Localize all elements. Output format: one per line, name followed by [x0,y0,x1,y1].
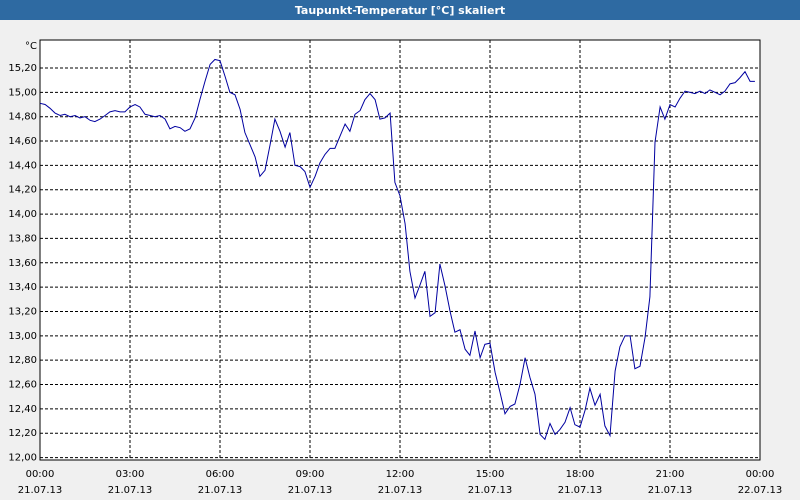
x-tick-date: 21.07.13 [198,485,243,496]
y-tick-label: 14,40 [8,160,37,171]
x-tick-date: 21.07.13 [468,485,513,496]
title-bar [0,0,800,20]
x-tick-date: 21.07.13 [648,485,693,496]
y-tick-label: 14,60 [8,136,37,147]
y-tick-label: 13,40 [8,282,37,293]
y-tick-label: 12,60 [8,380,37,391]
x-tick-date: 21.07.13 [288,485,333,496]
x-tick-date: 22.07.13 [738,485,783,496]
y-tick-label: 14,20 [8,185,37,196]
data-line [39,58,755,441]
y-tick-label: 13,80 [8,233,37,244]
y-tick-label: 12,80 [8,355,37,366]
x-tick-date: 21.07.13 [378,485,423,496]
x-tick-label: 15:00 [476,469,505,480]
x-tick-label: 00:00 [746,469,775,480]
x-tick-label: 21:00 [656,469,685,480]
y-tick-label: 13,00 [8,331,37,342]
y-tick-label: 14,00 [8,209,37,220]
y-tick-label: 12,40 [8,404,37,415]
y-tick-label: 14,80 [8,112,37,123]
x-tick-label: 06:00 [206,469,235,480]
x-tick-date: 21.07.13 [18,485,63,496]
x-tick-label: 12:00 [386,469,415,480]
chart-title: Taupunkt-Temperatur [°C] skaliert [295,4,505,17]
x-tick-date: 21.07.13 [108,485,153,496]
x-tick-label: 00:00 [26,469,55,480]
y-tick-label: 13,20 [8,306,37,317]
y-axis-unit: °C [25,41,37,52]
y-tick-label: 15,00 [8,87,37,98]
x-tick-label: 09:00 [296,469,325,480]
x-tick-date: 21.07.13 [558,485,603,496]
x-tick-label: 18:00 [566,469,595,480]
y-tick-label: 12,20 [8,428,37,439]
y-tick-label: 15,20 [8,63,37,74]
y-tick-label: 13,60 [8,258,37,269]
x-tick-label: 03:00 [116,469,145,480]
y-tick-label: 12,00 [8,453,37,464]
